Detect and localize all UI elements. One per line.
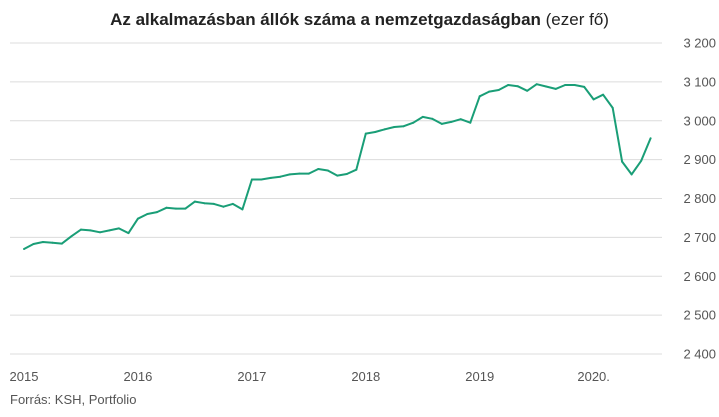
data-point — [611, 106, 614, 109]
data-point — [80, 228, 82, 231]
data-point — [402, 125, 405, 128]
y-tick-label: 2 600 — [683, 269, 716, 284]
y-axis: 2 400 2 500 2 600 2 700 2 800 2 900 3 000 3 100… — [683, 36, 716, 362]
data-point — [621, 160, 624, 163]
data-point — [99, 231, 101, 234]
data-point — [108, 229, 111, 232]
data-point — [231, 202, 234, 205]
series-group — [23, 83, 652, 250]
data-point — [393, 126, 396, 128]
chart-title: Az alkalmazásban állók száma a nemzetgaz… — [0, 10, 719, 30]
y-tick-label: 2 900 — [683, 152, 716, 167]
data-point — [583, 85, 586, 88]
data-point — [298, 172, 301, 175]
y-tick-label: 2 700 — [683, 230, 716, 245]
data-point — [288, 173, 291, 176]
data-point — [23, 248, 25, 250]
x-tick-label: 2017 — [237, 369, 266, 384]
data-point — [535, 83, 538, 86]
data-point — [374, 131, 377, 133]
data-point — [545, 85, 548, 88]
data-point — [630, 173, 633, 176]
data-point — [203, 202, 206, 205]
data-point — [478, 95, 481, 98]
grid-lines — [10, 42, 662, 355]
x-tick-label: 2016 — [123, 369, 152, 384]
data-point — [269, 176, 272, 179]
data-point — [307, 172, 310, 175]
data-point — [649, 137, 652, 140]
data-point — [450, 120, 453, 123]
data-point — [89, 229, 92, 232]
y-tick-label: 3 100 — [683, 74, 716, 89]
data-point — [51, 241, 54, 244]
data-point — [355, 168, 358, 171]
data-point — [526, 89, 529, 92]
data-point — [174, 207, 177, 210]
data-point — [70, 235, 73, 238]
data-point — [165, 206, 168, 209]
data-point — [127, 232, 130, 235]
source-note: Forrás: KSH, Portfolio — [10, 392, 137, 407]
data-point — [250, 178, 253, 181]
data-point — [383, 128, 386, 131]
data-point — [469, 121, 472, 124]
data-point — [156, 211, 158, 214]
data-point — [602, 93, 605, 96]
data-point — [42, 241, 44, 243]
y-tick-label: 3 000 — [683, 113, 716, 128]
data-point — [326, 169, 329, 172]
data-point — [345, 173, 348, 175]
y-tick-label: 2 500 — [683, 308, 716, 323]
data-point — [440, 122, 443, 125]
data-point — [573, 84, 576, 86]
data-point — [32, 243, 35, 245]
data-point — [222, 205, 225, 208]
data-point — [640, 159, 643, 162]
data-point — [117, 227, 120, 230]
y-tick-label: 2 800 — [683, 191, 716, 206]
chart-title-main: Az alkalmazásban állók száma a nemzetgaz… — [110, 10, 541, 29]
y-tick-label: 2 400 — [683, 347, 716, 362]
series-line — [23, 83, 652, 250]
data-point — [212, 202, 215, 205]
data-point — [146, 213, 149, 215]
data-point — [507, 84, 510, 86]
data-point — [279, 175, 282, 178]
x-tick-label: 2020. — [577, 369, 610, 384]
x-axis: 2015 2016 2017 2018 2019 2020. — [10, 369, 610, 384]
data-point — [136, 217, 139, 220]
data-point — [336, 174, 339, 177]
data-point — [516, 85, 519, 88]
data-point — [317, 168, 320, 170]
data-point — [497, 89, 500, 91]
data-point — [488, 90, 491, 93]
data-point — [459, 118, 462, 121]
data-point — [364, 132, 367, 135]
data-point — [554, 87, 557, 90]
y-tick-label: 3 200 — [683, 36, 716, 51]
data-point — [431, 117, 434, 120]
data-point — [592, 98, 595, 101]
data-point — [60, 242, 63, 245]
data-point — [260, 178, 263, 181]
data-point — [421, 115, 424, 118]
data-point — [241, 208, 244, 211]
data-point — [564, 84, 567, 86]
x-tick-label: 2018 — [351, 369, 380, 384]
data-point — [184, 207, 187, 210]
data-point — [193, 200, 196, 203]
x-tick-label: 2019 — [465, 369, 494, 384]
data-point — [412, 121, 415, 124]
chart-title-unit: (ezer fő) — [545, 10, 609, 29]
x-tick-label: 2015 — [10, 369, 39, 384]
